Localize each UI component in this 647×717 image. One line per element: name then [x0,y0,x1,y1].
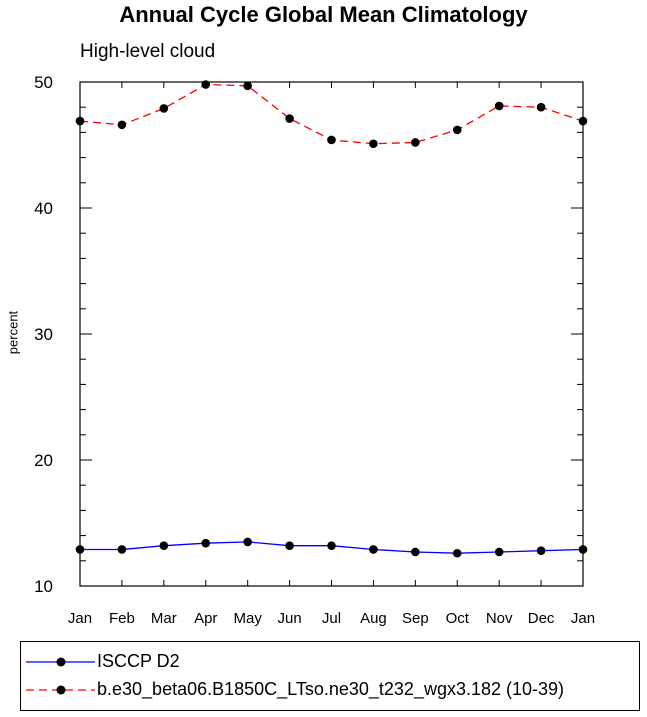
x-tick-label: Jun [277,610,301,627]
series-0-point [578,545,588,554]
series-0-point [494,547,504,557]
series-0-point [243,537,252,547]
x-tick-label: Feb [109,610,135,627]
legend-symbols [26,657,95,695]
legend-marker-isccp [56,657,66,667]
series-0-point [75,545,85,554]
chart-subtitle: High-level cloud [80,41,216,62]
chart-plot: Jan Feb Mar Apr May Jun Jul Aug Sep Oct Nov Dec Jan 1… [34,73,595,627]
series-1-point [285,114,294,123]
series-0-point [327,541,336,550]
series-0-point [369,545,378,554]
series-line-1 [79,83,584,145]
series-1-point [159,104,169,113]
x-tick-label: Sep [402,610,429,627]
legend: ISCCP D2 b.e30_beta06.B1850C_LTso.ne30_t… [20,641,640,711]
series-1-point [75,116,85,126]
series-0-point [201,538,211,548]
series-0-point [159,541,169,550]
series-0-point [536,546,546,556]
series-1-point [411,138,420,147]
series-1-point [578,116,588,126]
series-1-point [452,125,462,135]
x-tick-label: Jan [68,610,92,627]
series-1-point [117,120,127,130]
axis-ticks: Jan Feb Mar Apr May Jun Jul Aug Sep Oct Nov Dec Jan 1… [34,73,595,627]
x-tick-label: May [233,610,262,627]
series-0-point [117,545,127,554]
series-1-point [494,101,504,111]
series-0-point [411,547,420,557]
series-1-point [536,102,546,112]
x-tick-label: Nov [486,610,513,627]
x-tick-label: Apr [194,610,217,627]
series-0-point [285,541,294,550]
y-tick-label: 10 [34,577,53,596]
series-1-point [369,139,378,149]
x-tick-label: Aug [360,610,387,627]
legend-marker-model [56,685,66,695]
y-tick-label: 50 [34,73,53,92]
x-tick-label: Jan [571,610,595,627]
y-tick-label: 20 [34,451,53,470]
y-tick-label: 30 [34,325,53,344]
x-tick-label: Jul [322,610,341,627]
series-0-point [452,548,462,558]
series-layer [75,80,588,558]
series-1-point [327,135,336,145]
chart-title: Annual Cycle Global Mean Climatology [119,2,528,27]
y-tick-label: 40 [34,199,53,218]
legend-label-model: b.e30_beta06.B1850C_LTso.ne30_t232_wgx3.… [97,679,565,699]
x-tick-label: Dec [528,610,555,627]
x-tick-label: Mar [151,610,177,627]
x-tick-label: Oct [446,610,470,627]
plot-frame [79,81,584,587]
series-1-point [243,81,252,91]
legend-label-isccp: ISCCP D2 [97,651,180,671]
series-1-point [201,80,211,89]
